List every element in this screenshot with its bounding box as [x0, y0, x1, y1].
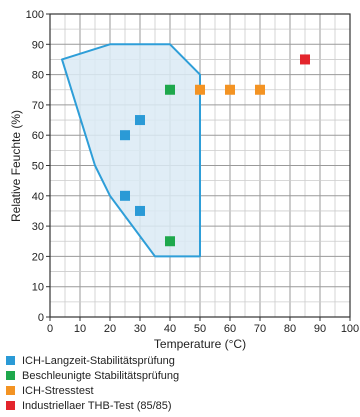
y-tick-label: 70 — [32, 100, 44, 112]
x-tick-label: 30 — [134, 323, 146, 335]
data-point-series-3 — [225, 84, 235, 95]
x-tick-label: 20 — [104, 323, 116, 335]
y-tick-label: 100 — [26, 9, 44, 21]
x-tick-label: 60 — [224, 323, 236, 335]
x-tick-label: 50 — [194, 323, 206, 335]
data-point-series-2 — [165, 236, 175, 247]
y-tick-label: 10 — [32, 282, 44, 294]
legend-swatch — [6, 386, 15, 395]
y-tick-label: 30 — [32, 221, 44, 233]
x-tick-label: 40 — [164, 323, 176, 335]
y-tick-label: 80 — [32, 70, 44, 82]
x-tick-label: 80 — [284, 323, 296, 335]
legend: ICH-Langzeit-Stabilitätsprüfung Beschleun… — [6, 355, 179, 412]
data-point-series-3 — [255, 84, 265, 95]
legend-label: Beschleunigte Stabilitätsprüfung — [22, 370, 179, 382]
y-tick-label: 20 — [32, 251, 44, 263]
data-point-series-1 — [135, 115, 145, 126]
y-tick-label: 0 — [38, 312, 44, 324]
legend-swatch — [6, 401, 15, 410]
legend-swatch — [6, 371, 15, 380]
x-tick-label: 0 — [47, 323, 53, 335]
data-point-series-2 — [165, 84, 175, 95]
y-tick-label: 50 — [32, 161, 44, 173]
x-axis-title: Temperature (°C) — [154, 337, 246, 351]
stability-region — [61, 43, 201, 258]
data-point-series-4 — [300, 54, 310, 65]
data-points — [120, 54, 310, 247]
region-layer — [61, 43, 201, 258]
tick-labels: 0 10 20 30 40 50 60 70 80 90 100 0 10 20 30 40 50 60 70 80 9… — [26, 9, 360, 335]
x-tick-label: 10 — [74, 323, 86, 335]
y-axis-title: Relative Feuchte (%) — [9, 110, 23, 222]
legend-swatch — [6, 356, 15, 365]
y-tick-label: 90 — [32, 39, 44, 51]
legend-label: ICH-Stresstest — [22, 385, 94, 397]
y-tick-label: 60 — [32, 130, 44, 142]
legend-label: ICH-Langzeit-Stabilitätsprüfung — [22, 355, 175, 367]
legend-label: Industriellaer THB-Test (85/85) — [22, 400, 172, 412]
data-point-series-1 — [135, 205, 145, 216]
x-tick-label: 90 — [314, 323, 326, 335]
data-point-series-3 — [195, 84, 205, 95]
x-tick-label: 100 — [341, 323, 359, 335]
y-tick-label: 40 — [32, 191, 44, 203]
data-point-series-1 — [120, 130, 130, 141]
data-point-series-1 — [120, 190, 130, 201]
x-tick-label: 70 — [254, 323, 266, 335]
